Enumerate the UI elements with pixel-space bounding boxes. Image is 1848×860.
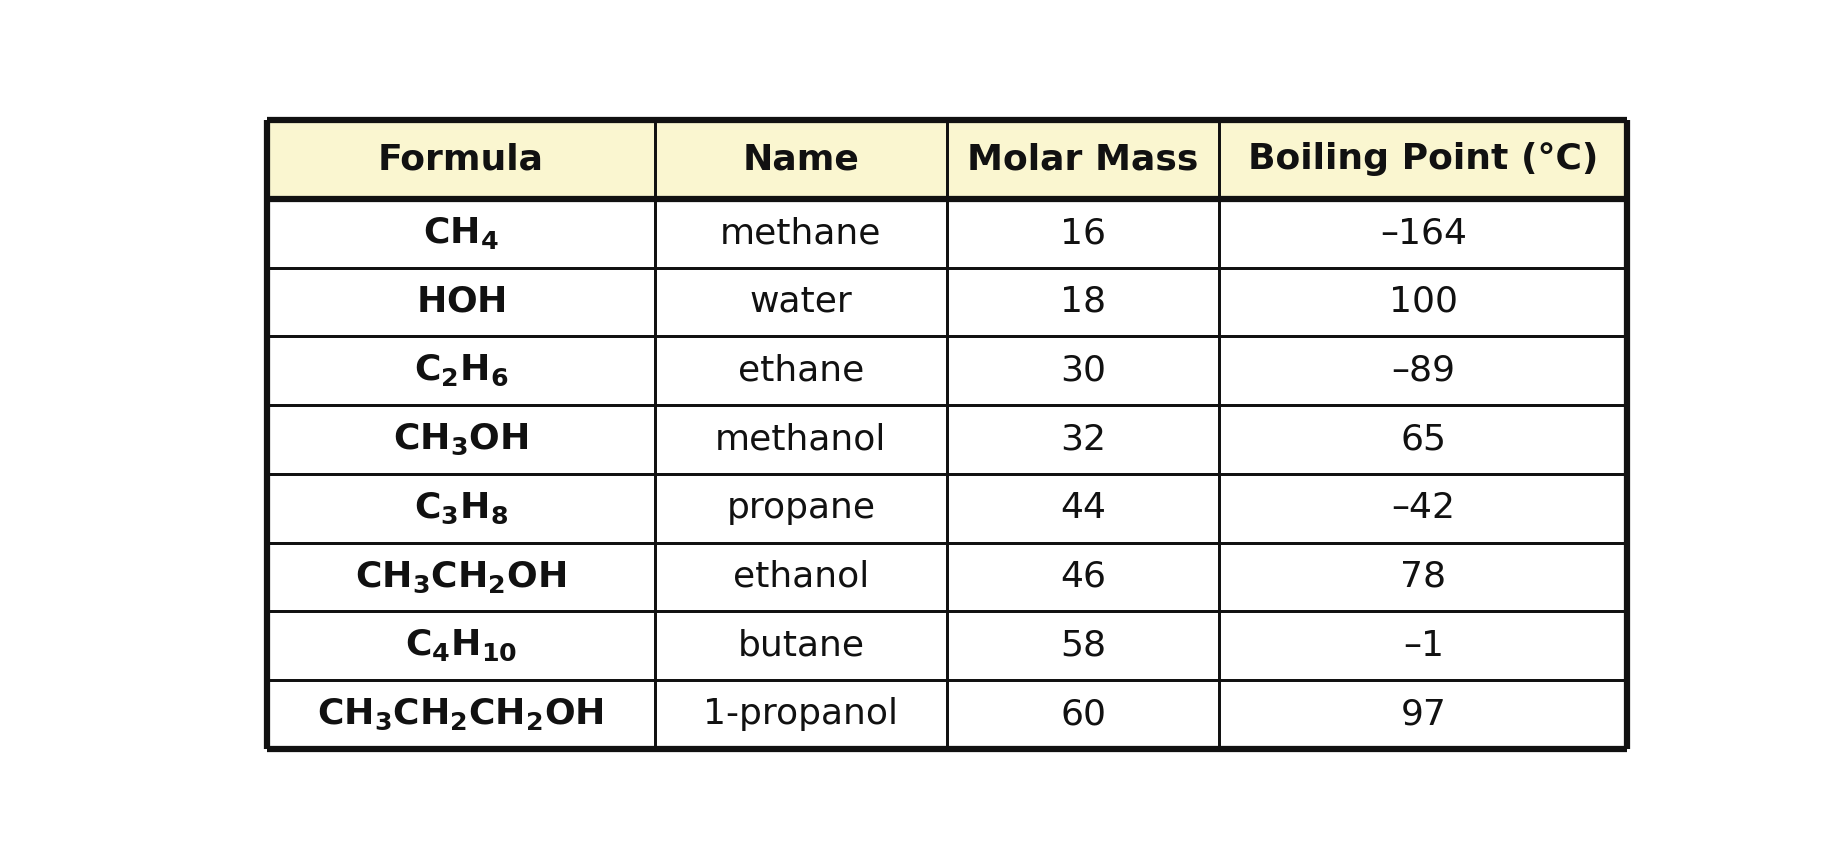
- Bar: [948, 680, 1220, 749]
- Text: $\mathbf{CH_{4}}$: $\mathbf{CH_{4}}$: [423, 215, 499, 251]
- Bar: [266, 267, 654, 336]
- Text: propane: propane: [726, 491, 876, 525]
- Bar: [1220, 405, 1628, 474]
- Bar: [1220, 543, 1628, 611]
- Text: 1-propanol: 1-propanol: [704, 697, 898, 732]
- Text: 44: 44: [1061, 491, 1107, 525]
- Bar: [654, 199, 948, 267]
- Bar: [654, 120, 948, 199]
- Text: 97: 97: [1401, 697, 1447, 732]
- Text: ethane: ethane: [737, 353, 865, 388]
- Bar: [948, 405, 1220, 474]
- Bar: [1220, 120, 1628, 199]
- Bar: [654, 680, 948, 749]
- Bar: [654, 267, 948, 336]
- Bar: [1220, 267, 1628, 336]
- Bar: [1220, 474, 1628, 543]
- Bar: [948, 199, 1220, 267]
- Text: Name: Name: [743, 142, 859, 176]
- Text: $\mathbf{CH_{3}CH_{2}CH_{2}OH}$: $\mathbf{CH_{3}CH_{2}CH_{2}OH}$: [318, 697, 604, 732]
- Text: 16: 16: [1061, 216, 1107, 250]
- Bar: [1220, 336, 1628, 405]
- Text: 18: 18: [1061, 285, 1107, 319]
- Text: –42: –42: [1392, 491, 1456, 525]
- Bar: [948, 611, 1220, 680]
- Text: $\mathbf{HOH}$: $\mathbf{HOH}$: [416, 285, 506, 319]
- Bar: [266, 405, 654, 474]
- Text: butane: butane: [737, 629, 865, 663]
- Bar: [266, 543, 654, 611]
- Text: 100: 100: [1390, 285, 1458, 319]
- Text: $\mathbf{CH_{3}OH}$: $\mathbf{CH_{3}OH}$: [394, 421, 529, 458]
- Text: water: water: [750, 285, 852, 319]
- Bar: [266, 120, 654, 199]
- Bar: [654, 405, 948, 474]
- Text: 60: 60: [1061, 697, 1107, 732]
- Bar: [948, 120, 1220, 199]
- Text: Boiling Point (°C): Boiling Point (°C): [1247, 142, 1599, 176]
- Bar: [948, 267, 1220, 336]
- Text: 78: 78: [1401, 560, 1447, 594]
- Text: $\mathbf{C_{3}H_{8}}$: $\mathbf{C_{3}H_{8}}$: [414, 490, 508, 525]
- Bar: [266, 611, 654, 680]
- Text: $\mathbf{C_{2}H_{6}}$: $\mathbf{C_{2}H_{6}}$: [414, 353, 508, 389]
- Bar: [266, 336, 654, 405]
- Text: methanol: methanol: [715, 422, 887, 457]
- Bar: [266, 199, 654, 267]
- Text: 58: 58: [1061, 629, 1107, 663]
- Bar: [1220, 680, 1628, 749]
- Bar: [948, 474, 1220, 543]
- Text: methane: methane: [721, 216, 881, 250]
- Text: $\mathbf{CH_{3}CH_{2}OH}$: $\mathbf{CH_{3}CH_{2}OH}$: [355, 559, 565, 594]
- Bar: [948, 336, 1220, 405]
- Text: $\mathbf{C_{4}H_{10}}$: $\mathbf{C_{4}H_{10}}$: [405, 628, 517, 663]
- Bar: [1220, 199, 1628, 267]
- Bar: [1220, 611, 1628, 680]
- Text: Molar Mass: Molar Mass: [968, 142, 1199, 176]
- Bar: [948, 543, 1220, 611]
- Bar: [266, 680, 654, 749]
- Text: 30: 30: [1061, 353, 1107, 388]
- Bar: [654, 336, 948, 405]
- Bar: [654, 543, 948, 611]
- Text: 65: 65: [1401, 422, 1447, 457]
- Bar: [266, 474, 654, 543]
- Text: –164: –164: [1380, 216, 1467, 250]
- Bar: [654, 611, 948, 680]
- Text: Formula: Formula: [377, 142, 543, 176]
- Text: 32: 32: [1061, 422, 1107, 457]
- Bar: [654, 474, 948, 543]
- Text: –89: –89: [1392, 353, 1456, 388]
- Text: ethanol: ethanol: [732, 560, 869, 594]
- Text: 46: 46: [1061, 560, 1107, 594]
- Text: –1: –1: [1403, 629, 1443, 663]
